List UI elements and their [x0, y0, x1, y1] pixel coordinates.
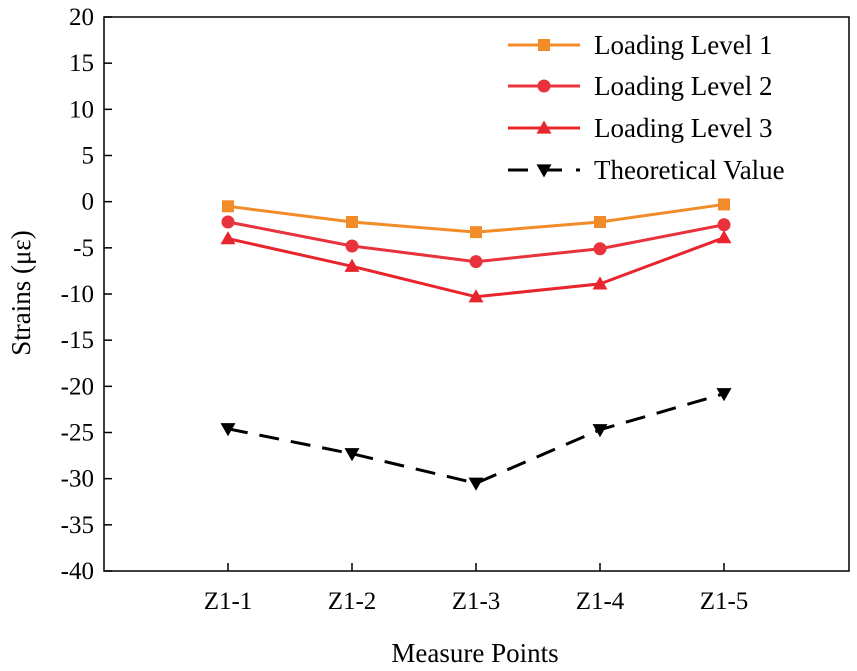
- y-tick-label: 15: [69, 50, 94, 77]
- data-point: [594, 215, 606, 228]
- data-point: [346, 215, 358, 228]
- data-point: [470, 226, 482, 239]
- legend-label: Loading Level 2: [594, 71, 772, 101]
- y-tick-label: -25: [61, 420, 94, 447]
- legend-item: Loading Level 2: [508, 71, 772, 101]
- data-point: [221, 215, 235, 229]
- data-point: [468, 477, 484, 491]
- x-tick-label: Z1-3: [452, 588, 501, 615]
- series-4: [220, 388, 732, 491]
- legend-marker: [537, 79, 551, 93]
- data-point: [716, 388, 732, 402]
- data-point: [220, 423, 236, 437]
- legend-item: Loading Level 3: [508, 113, 772, 143]
- x-tick-label: Z1-1: [204, 588, 253, 615]
- data-point: [220, 231, 236, 245]
- data-point: [468, 289, 484, 303]
- series-3: [220, 230, 732, 303]
- y-tick-label: -15: [61, 327, 94, 354]
- data-point: [718, 198, 730, 211]
- y-tick-label: -10: [61, 281, 94, 308]
- data-point: [593, 242, 607, 256]
- x-axis-title: Measure Points: [391, 638, 558, 668]
- x-tick-label: Z1-4: [576, 588, 625, 615]
- series-2: [221, 215, 731, 269]
- y-tick-label: -40: [61, 558, 94, 585]
- data-point: [592, 424, 608, 438]
- y-tick-label: -30: [61, 466, 94, 493]
- legend-label: Theoretical Value: [594, 155, 785, 185]
- y-tick-label: -20: [61, 373, 94, 400]
- legend-item: Theoretical Value: [508, 155, 785, 185]
- y-tick-label: 0: [82, 189, 95, 216]
- data-point: [344, 258, 360, 272]
- y-tick-label: -35: [61, 512, 94, 539]
- y-tick-label: 5: [82, 143, 95, 170]
- y-axis-title: Strains (με): [6, 230, 36, 356]
- data-point: [222, 200, 234, 213]
- legend-marker: [538, 39, 550, 51]
- legend-item: Loading Level 1: [508, 30, 772, 60]
- data-point: [716, 230, 732, 244]
- data-point: [345, 239, 359, 253]
- y-tick-label: 20: [69, 4, 94, 31]
- x-tick-label: Z1-5: [700, 588, 749, 615]
- data-point: [344, 448, 360, 462]
- y-tick-label: -5: [73, 235, 94, 262]
- series-1: [222, 198, 730, 239]
- data-point: [592, 276, 608, 290]
- series-line: [227, 392, 725, 485]
- legend-marker: [536, 120, 552, 134]
- x-tick-label: Z1-2: [328, 588, 377, 615]
- legend-label: Loading Level 1: [594, 30, 772, 60]
- data-point: [717, 218, 731, 232]
- data-point: [469, 255, 483, 269]
- legend-marker: [536, 164, 552, 178]
- y-tick-label: 10: [69, 96, 94, 123]
- legend-label: Loading Level 3: [594, 113, 772, 143]
